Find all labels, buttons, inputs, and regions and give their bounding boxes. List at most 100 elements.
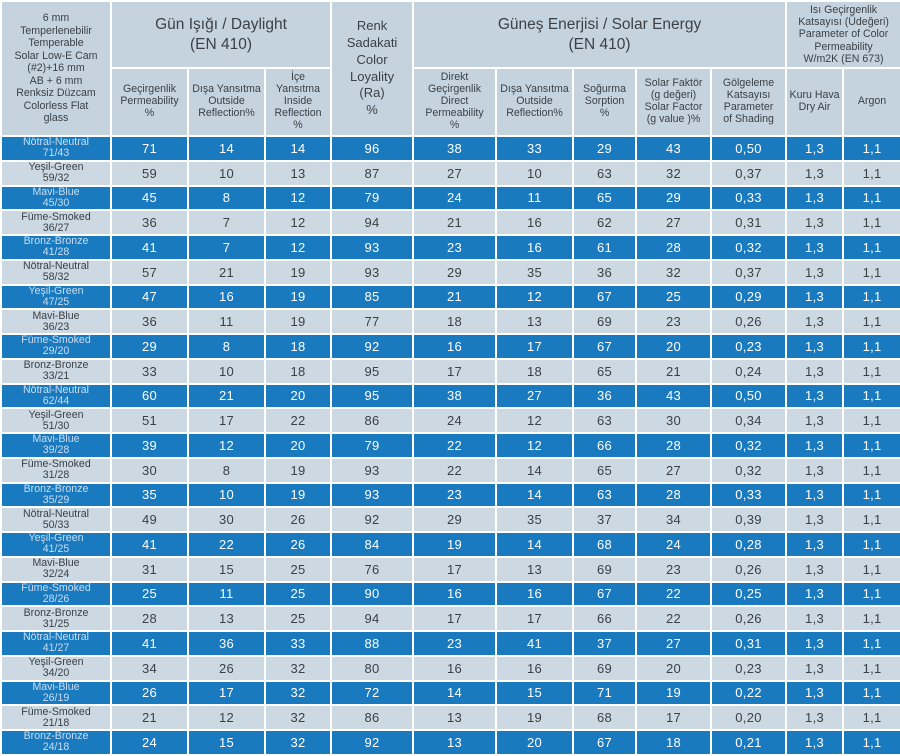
row-label-name: Füme-Smoked xyxy=(21,458,91,471)
column-header-dry-air: Kuru Hava Dry Air xyxy=(785,67,845,137)
row-label-code: 24/18 xyxy=(42,741,70,754)
table-cell: 18 xyxy=(635,729,713,756)
row-label-code: 51/30 xyxy=(42,419,70,432)
table-cell: 17 xyxy=(412,357,498,385)
row-label-name: Yeşil-Green xyxy=(28,161,84,174)
table-cell: 14 xyxy=(495,531,575,558)
row-label-code: 47/25 xyxy=(42,295,70,308)
table-cell: 12 xyxy=(187,704,266,731)
table-cell: 19 xyxy=(412,531,498,558)
table-cell: 69 xyxy=(572,654,638,682)
table-cell: 1,3 xyxy=(785,159,845,187)
table-cell: 92 xyxy=(330,333,415,360)
table-cell: 7 xyxy=(187,209,266,236)
table-row: Mavi-Blue 36/23 36 11 19 77 18 13 69 23 0,26 1,3 1,1 xyxy=(0,308,900,335)
table-cell: 1,1 xyxy=(842,580,900,608)
table-cell: 32 xyxy=(635,159,713,187)
table-cell: 1,1 xyxy=(842,184,900,212)
table-cell: 69 xyxy=(572,555,638,583)
table-row: Füme-Smoked 28/26 25 11 25 90 16 16 67 22 0,25 1,3 1… xyxy=(0,580,900,608)
table-cell: 35 xyxy=(495,258,575,286)
table-cell: 86 xyxy=(330,704,415,731)
table-cell: 1,3 xyxy=(785,605,845,632)
table-cell: 1,3 xyxy=(785,630,845,657)
row-label-code: 36/23 xyxy=(42,320,70,333)
column-header-sorption: Soğurma Sorption % xyxy=(572,67,638,137)
table-cell: 36 xyxy=(110,209,189,236)
table-cell: 26 xyxy=(110,679,189,707)
row-label-code: 28/26 xyxy=(42,592,70,605)
table-cell: 1,3 xyxy=(785,283,845,311)
row-label-code: 26/19 xyxy=(42,691,70,704)
table-cell: 36 xyxy=(572,382,638,410)
table-cell: 66 xyxy=(572,432,638,459)
row-label-name: Nötral-Neutral xyxy=(23,631,89,644)
table-cell: 21 xyxy=(187,258,266,286)
table-cell: 1,3 xyxy=(785,258,845,286)
table-row: Mavi-Blue 26/19 26 17 32 72 14 15 71 19 0,22 1,3 1,1 xyxy=(0,679,900,707)
row-label-code: 45/30 xyxy=(42,196,70,209)
table-cell: 1,1 xyxy=(842,234,900,261)
table-row: Füme-Smoked 36/27 36 7 12 94 21 16 62 27 0,31 1,3 1,… xyxy=(0,209,900,236)
table-cell: 33 xyxy=(263,630,333,657)
row-label: Mavi-Blue 39/28 xyxy=(0,432,112,459)
table-row: Bronz-Bronze 31/25 28 13 25 94 17 17 66 22 0,26 1,3… xyxy=(0,605,900,632)
table-cell: 16 xyxy=(495,209,575,236)
table-cell: 15 xyxy=(495,679,575,707)
table-cell: 1,3 xyxy=(785,184,845,212)
table-cell: 30 xyxy=(187,506,266,533)
table-cell: 0,37 xyxy=(710,258,788,286)
table-cell: 0,22 xyxy=(710,679,788,707)
table-row: Füme-Smoked 21/18 21 12 32 86 13 19 68 17 0,20 1,3 1… xyxy=(0,704,900,731)
table-cell: 29 xyxy=(635,184,713,212)
table-cell: 41 xyxy=(110,630,189,657)
table-cell: 1,3 xyxy=(785,333,845,360)
table-cell: 63 xyxy=(572,407,638,434)
table-cell: 32 xyxy=(263,679,333,707)
table-cell: 21 xyxy=(110,704,189,731)
row-label-name: Füme-Smoked xyxy=(21,705,91,718)
table-cell: 0,23 xyxy=(710,654,788,682)
table-cell: 27 xyxy=(635,630,713,657)
table-cell: 20 xyxy=(263,432,333,459)
table-row: Nötral-Neutral 50/33 49 30 26 92 29 35 37 34 0,39 1… xyxy=(0,506,900,533)
table-cell: 22 xyxy=(412,456,498,484)
table-cell: 24 xyxy=(635,531,713,558)
row-label: Nötral-Neutral 41/27 xyxy=(0,630,112,657)
table-cell: 18 xyxy=(263,333,333,360)
row-label-name: Bronz-Bronze xyxy=(23,730,89,743)
table-cell: 1,3 xyxy=(785,382,845,410)
table-cell: 32 xyxy=(263,704,333,731)
table-cell: 1,3 xyxy=(785,729,845,756)
table-cell: 92 xyxy=(330,506,415,533)
table-cell: 67 xyxy=(572,283,638,311)
row-label-code: 31/28 xyxy=(42,469,70,482)
row-label-name: Yeşil-Green xyxy=(28,408,84,421)
table-cell: 0,26 xyxy=(710,605,788,632)
table-cell: 21 xyxy=(635,357,713,385)
column-header-shading: Gölgeleme Katsayısı Parameter of Shading xyxy=(710,67,788,137)
table-cell: 0,26 xyxy=(710,308,788,335)
table-cell: 18 xyxy=(495,357,575,385)
table-cell: 11 xyxy=(187,308,266,335)
table-row: Nötral-Neutral 58/32 57 21 19 93 29 35 36 32 0,37 1… xyxy=(0,258,900,286)
table-cell: 93 xyxy=(330,481,415,509)
table-cell: 1,3 xyxy=(785,679,845,707)
row-label-code: 32/24 xyxy=(42,568,70,581)
row-label-name: Mavi-Blue xyxy=(32,680,80,693)
table-cell: 72 xyxy=(330,679,415,707)
table-cell: 1,3 xyxy=(785,209,845,236)
table-cell: 86 xyxy=(330,407,415,434)
table-cell: 68 xyxy=(572,704,638,731)
table-row: Nötral-Neutral 41/27 41 36 33 88 23 41 37 27 0,31 1… xyxy=(0,630,900,657)
table-cell: 1,3 xyxy=(785,580,845,608)
table-cell: 36 xyxy=(110,308,189,335)
row-label-name: Mavi-Blue xyxy=(32,433,80,446)
row-label: Bronz-Bronze 33/21 xyxy=(0,357,112,385)
table-cell: 17 xyxy=(187,679,266,707)
table-cell: 88 xyxy=(330,630,415,657)
column-header-solar-factor: Solar Faktör (g değeri) Solar Factor (g … xyxy=(635,67,713,137)
table-cell: 0,29 xyxy=(710,283,788,311)
table-cell: 36 xyxy=(572,258,638,286)
